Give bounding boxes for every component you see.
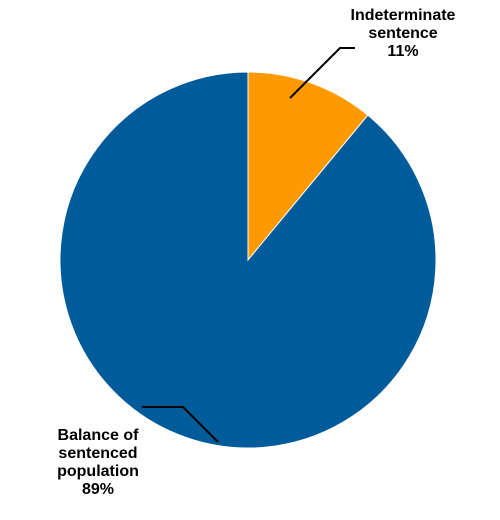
- slice-label-line: 11%: [387, 43, 418, 60]
- slice-label-line: sentence: [368, 25, 437, 42]
- pie-slice-balance: [60, 72, 436, 448]
- slice-label-line: 89%: [82, 481, 114, 498]
- slice-label-line: Balance of: [58, 427, 140, 444]
- slice-label-line: Indeterminate: [351, 7, 456, 24]
- pie-chart: Indeterminatesentence11% Balance ofsenten…: [0, 0, 500, 520]
- slice-label-line: sentenced: [58, 445, 137, 462]
- slice-label-line: population: [57, 463, 139, 480]
